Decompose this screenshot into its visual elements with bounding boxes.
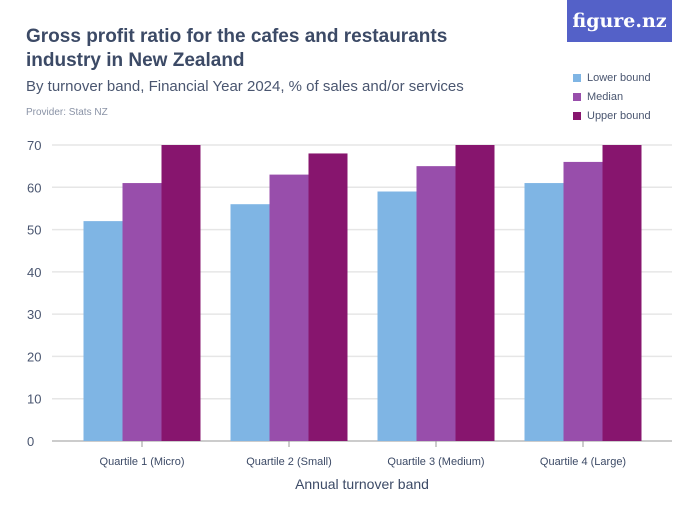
- y-tick-label: 20: [27, 349, 41, 364]
- figure-nz-logo[interactable]: figure.nz: [567, 0, 672, 42]
- chart-title: Gross profit ratio for the cafes and res…: [26, 26, 448, 71]
- y-tick-label: 40: [27, 265, 41, 280]
- bar: [161, 145, 201, 441]
- legend-swatch: [573, 92, 581, 101]
- legend-item-upper: Upper bound: [573, 106, 651, 125]
- chart-subtitle: By turnover band, Financial Year 2024, %…: [26, 78, 464, 95]
- y-tick-label: 70: [27, 138, 41, 153]
- y-tick-label: 30: [27, 307, 41, 322]
- x-tick-label: Quartile 2 (Small): [246, 456, 332, 468]
- x-tick-label: Quartile 1 (Micro): [100, 456, 185, 468]
- y-tick-label: 50: [27, 223, 41, 238]
- y-tick-label: 10: [27, 392, 41, 407]
- provider-label: Provider: Stats NZ: [26, 107, 108, 118]
- x-tick-label: Quartile 3 (Medium): [387, 456, 484, 468]
- bar: [455, 145, 495, 441]
- legend-item-median: Median: [573, 87, 651, 106]
- bar: [377, 191, 417, 441]
- bar: [563, 161, 603, 441]
- y-tick-label: 0: [27, 434, 34, 449]
- bar: [269, 174, 309, 441]
- legend-swatch: [573, 111, 581, 120]
- bar: [602, 145, 642, 441]
- bar: [416, 166, 456, 441]
- legend-item-lower: Lower bound: [573, 68, 651, 87]
- bar: [83, 221, 123, 441]
- bar: [308, 153, 348, 441]
- x-axis-label: Annual turnover band: [295, 476, 429, 492]
- bar: [524, 183, 564, 442]
- x-tick-label: Quartile 4 (Large): [540, 456, 626, 468]
- bar: [230, 204, 270, 441]
- y-tick-label: 60: [27, 180, 41, 195]
- legend-swatch: [573, 73, 581, 82]
- legend: Lower bound Median Upper bound: [573, 68, 651, 125]
- bar: [122, 183, 162, 442]
